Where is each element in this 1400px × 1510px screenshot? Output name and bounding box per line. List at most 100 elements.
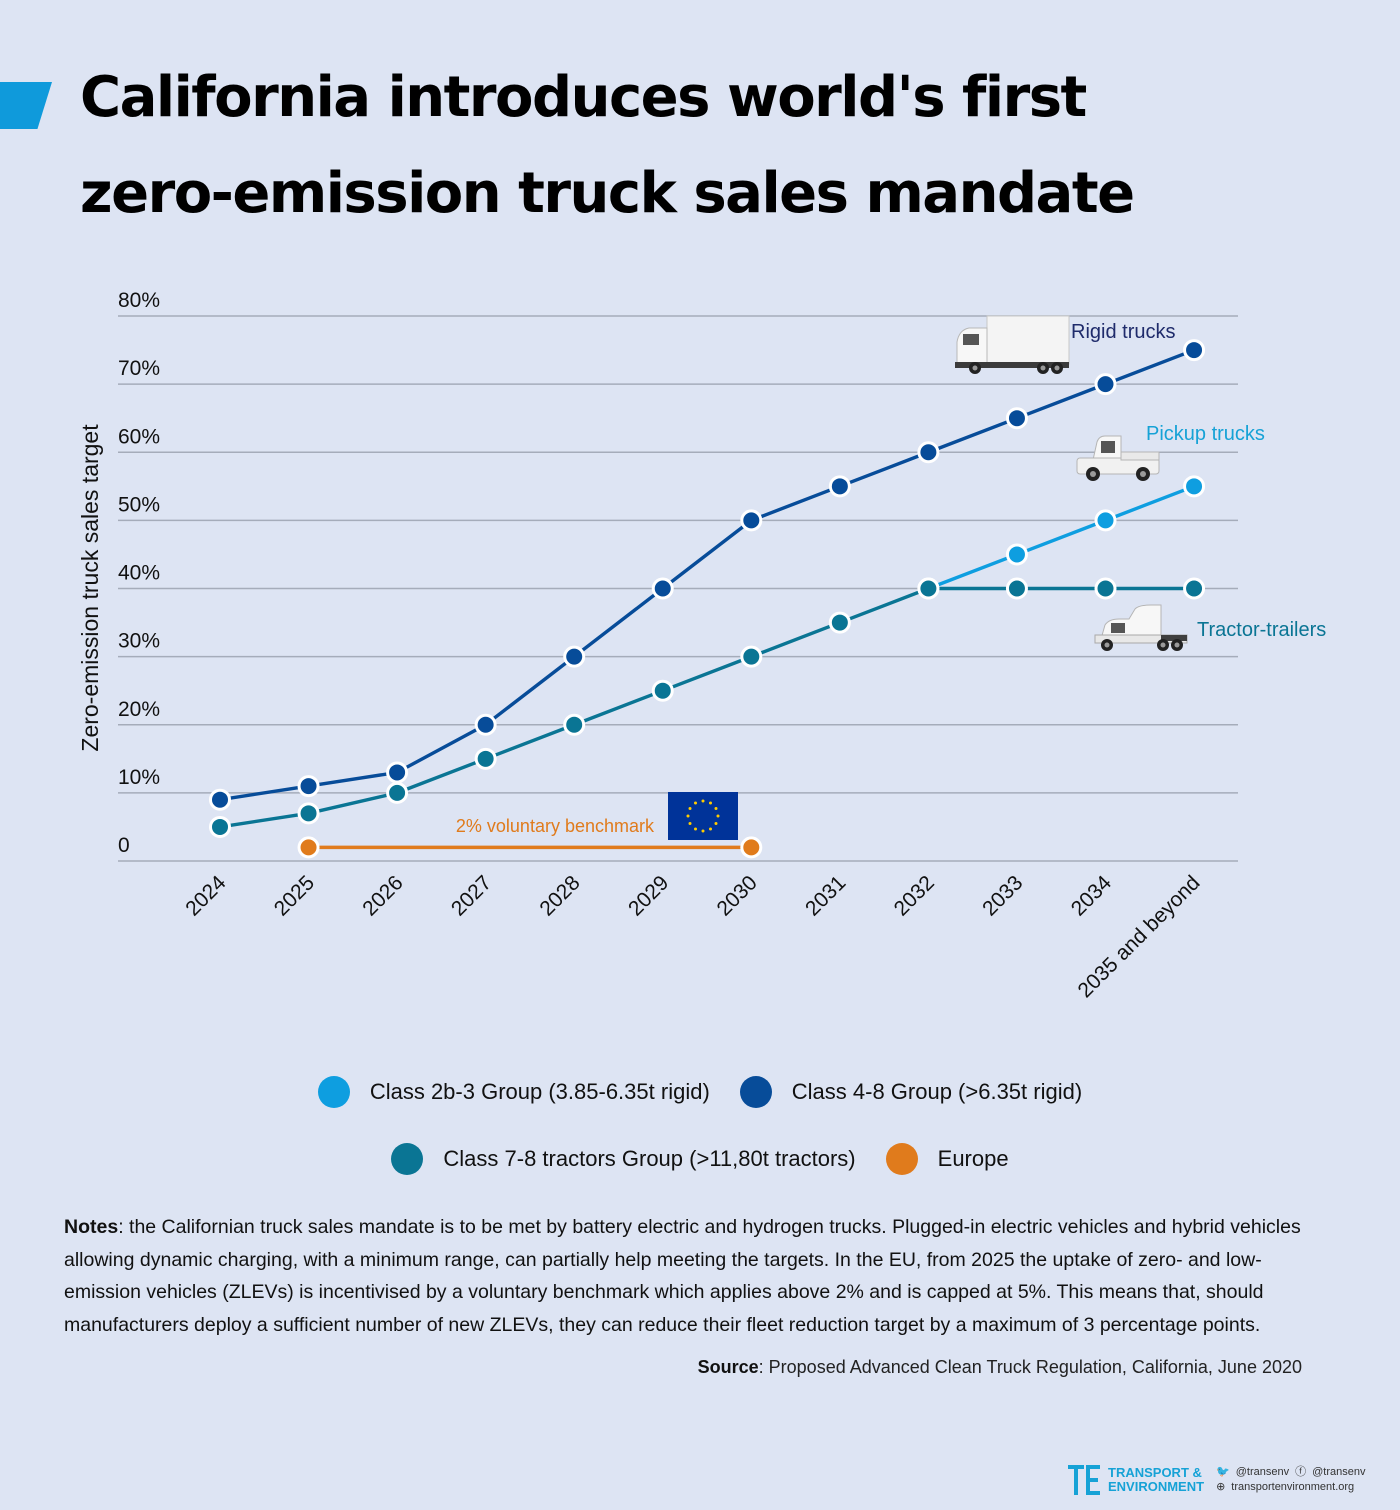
class-2b3-line — [927, 484, 1195, 591]
eu-star — [694, 827, 697, 831]
notes-text: : the Californian truck sales mandate is… — [64, 1216, 1301, 1336]
legend-label: Class 2b-3 Group (3.85-6.35t rigid) — [369, 1079, 710, 1104]
class-48-point — [651, 577, 674, 600]
legend-item-europe: Europe — [885, 1143, 1009, 1175]
class-48-point — [1094, 373, 1117, 396]
class-78-point — [828, 611, 851, 634]
rigid-truck-icon — [955, 315, 1070, 374]
y-tick-label: 50% — [118, 493, 160, 516]
eu-star — [714, 807, 718, 810]
tractor-trailer-icon — [1094, 604, 1188, 651]
class-48-point — [209, 788, 231, 811]
y-tick-label: 60% — [118, 425, 160, 448]
legend-item-class-2b3: Class 2b-3 Group (3.85-6.35t rigid) — [317, 1076, 710, 1108]
legend-item-class-78: Class 7-8 tractors Group (>11,80t tracto… — [391, 1143, 856, 1175]
y-tick-label: 80% — [118, 289, 160, 312]
class-48-point — [740, 509, 763, 532]
notes-label: Notes — [64, 1216, 119, 1238]
pickup-truck-icon — [1076, 435, 1160, 481]
class-48-point — [1005, 407, 1028, 430]
page-title: California introduces world's first zero… — [80, 50, 1280, 242]
class-48-line — [219, 348, 1195, 802]
eu-star — [686, 814, 690, 818]
class-78-point — [917, 577, 940, 600]
twitter-icon: 🐦 — [1216, 1466, 1230, 1478]
class-48-point — [1183, 339, 1206, 362]
org-name-line-1: TRANSPORT & — [1108, 1465, 1202, 1480]
eu-flag-icon — [668, 792, 738, 840]
class-2b3-point — [1094, 509, 1117, 532]
class-2b3-point — [1005, 543, 1028, 566]
europe-point — [297, 836, 320, 859]
te-logo-icon — [1068, 1465, 1100, 1495]
annotation-rigid-trucks: Rigid trucks — [1071, 321, 1175, 343]
legend-row-2: Class 7-8 tractors Group (>11,80t tracto… — [0, 1143, 1400, 1175]
title-line-2: zero-emission truck sales mandate — [80, 161, 1135, 226]
class-78-point — [209, 815, 231, 838]
class-48-point — [917, 441, 940, 464]
y-tick-label: 0 — [118, 834, 130, 857]
class-48-point — [297, 775, 320, 798]
source-line: Source: Proposed Advanced Clean Truck Re… — [698, 1357, 1302, 1378]
eu-star — [709, 801, 712, 805]
legend-label: Class 7-8 tractors Group (>11,80t tracto… — [443, 1146, 856, 1171]
x-tick-label: 2025 — [270, 871, 319, 920]
eu-star — [688, 822, 692, 825]
class-78-point — [651, 679, 674, 702]
title-line-1: California introduces world's first — [80, 65, 1087, 130]
y-tick-label: 30% — [118, 630, 160, 653]
eu-star — [688, 807, 692, 810]
org-name: TRANSPORT & ENVIRONMENT — [1108, 1466, 1204, 1494]
eu-star — [701, 829, 705, 833]
facebook-icon: ⓕ — [1295, 1466, 1307, 1478]
legend-row-1: Class 2b-3 Group (3.85-6.35t rigid) Clas… — [0, 1076, 1400, 1108]
annotation-tractor-trailers: Tractor-trailers — [1197, 619, 1326, 641]
x-tick-label: 2028 — [535, 871, 584, 920]
website-link[interactable]: transportenvironment.org — [1231, 1481, 1355, 1493]
class-78-point — [474, 747, 497, 770]
legend-label: Class 4-8 Group (>6.35t rigid) — [791, 1079, 1083, 1104]
y-tick-label: 20% — [118, 698, 160, 721]
x-tick-label: 2031 — [801, 871, 850, 920]
class-78-point — [386, 781, 409, 804]
class-78-line — [219, 586, 1195, 829]
x-tick-label: 2032 — [890, 871, 939, 920]
eu-star — [694, 801, 697, 805]
y-tick-label: 70% — [118, 357, 160, 380]
org-name-line-2: ENVIRONMENT — [1108, 1479, 1205, 1494]
eu-star — [716, 814, 720, 818]
class-48-point — [386, 761, 409, 784]
class-78-point — [563, 713, 586, 736]
class-78-point — [297, 802, 320, 825]
legend-item-class-48: Class 4-8 Group (>6.35t rigid) — [739, 1076, 1083, 1108]
class-2b3-point — [1183, 475, 1206, 498]
class-78-point — [1094, 577, 1117, 600]
class-78-point — [1005, 577, 1028, 600]
legend-swatch — [739, 1076, 772, 1108]
class-48-point — [563, 645, 586, 668]
notes-paragraph: Notes: the Californian truck sales manda… — [64, 1211, 1314, 1341]
x-tick-label: 2030 — [713, 871, 762, 920]
class-48-point — [828, 475, 851, 498]
x-tick-label: 2033 — [978, 871, 1027, 920]
x-tick-label: 2034 — [1067, 871, 1117, 921]
globe-icon: ⊕ — [1216, 1481, 1226, 1493]
x-tick-label: 2024 — [181, 871, 231, 921]
x-tick-label: 2026 — [358, 871, 407, 920]
twitter-handle[interactable]: @transenv — [1235, 1466, 1290, 1478]
eu-star — [709, 827, 712, 831]
class-78-point — [740, 645, 763, 668]
source-text: : Proposed Advanced Clean Truck Regulati… — [758, 1357, 1302, 1377]
legend-swatch — [317, 1076, 350, 1108]
line-chart: 0 10% 20% 30% 40% 50% 60% 70% 80% Zero-emission … — [77, 289, 1326, 1002]
class-48-point — [474, 713, 497, 736]
facebook-handle[interactable]: @transenv — [1312, 1466, 1366, 1478]
eu-star — [714, 822, 718, 825]
legend-swatch — [391, 1143, 424, 1175]
class-78-point — [1183, 577, 1206, 600]
legend-swatch — [885, 1143, 918, 1175]
x-tick-label: 2027 — [447, 871, 496, 920]
y-tick-label: 40% — [118, 562, 160, 585]
source-label: Source — [697, 1357, 759, 1377]
footer: TRANSPORT & ENVIRONMENT 🐦 @transenv ⓕ @tra… — [1068, 1464, 1388, 1496]
